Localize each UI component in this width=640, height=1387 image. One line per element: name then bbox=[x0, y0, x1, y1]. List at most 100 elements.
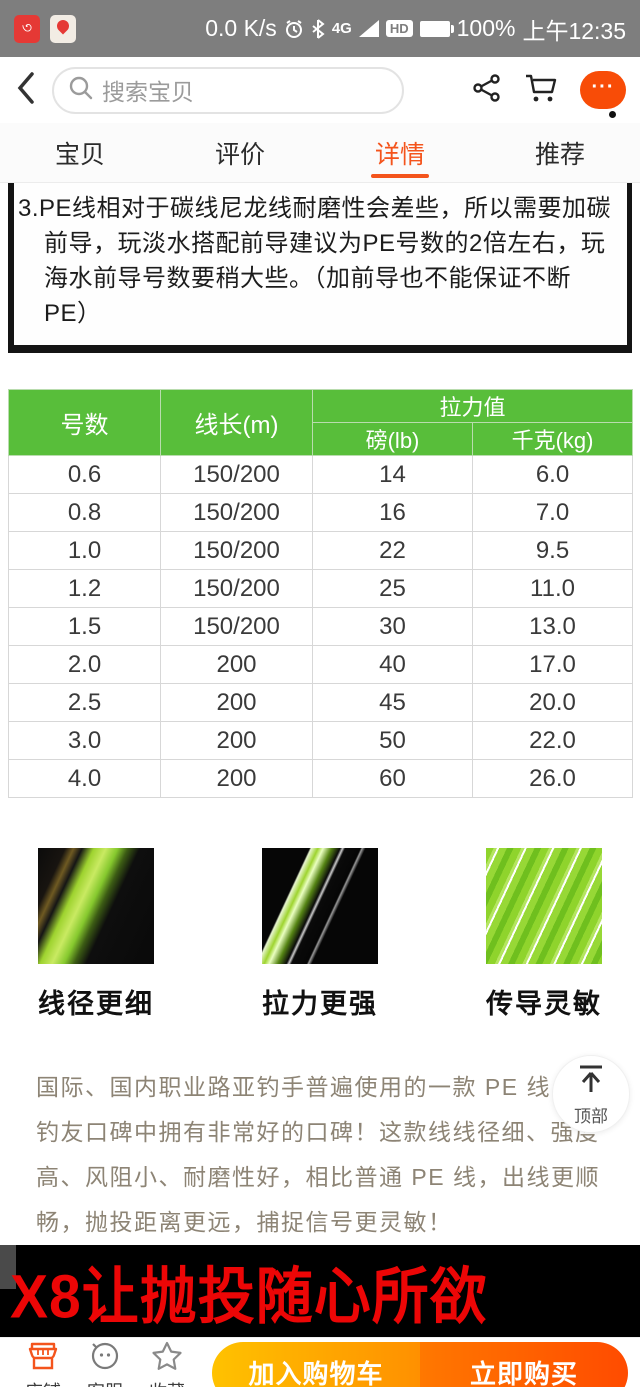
tab-recommend[interactable]: 推荐 bbox=[534, 140, 585, 169]
cell-lb: 45 bbox=[312, 683, 473, 722]
search-icon bbox=[68, 75, 94, 106]
avatar-more-icon[interactable]: ··· bbox=[580, 71, 626, 118]
notification-icons bbox=[14, 14, 76, 43]
battery-icon bbox=[419, 20, 454, 37]
cell-size: 4.0 bbox=[8, 759, 161, 798]
col-header-pull-group: 拉力值 bbox=[311, 389, 634, 423]
cell-size: 3.0 bbox=[8, 721, 161, 760]
cell-kg: 6.0 bbox=[471, 455, 634, 494]
add-to-cart-button[interactable]: 加入购物车 bbox=[212, 1341, 420, 1387]
signal-icon bbox=[358, 20, 379, 37]
cell-size: 1.2 bbox=[8, 569, 161, 608]
nav-bar: 搜索宝贝 ··· bbox=[0, 57, 640, 123]
search-placeholder: 搜索宝贝 bbox=[102, 79, 194, 105]
share-icon[interactable] bbox=[472, 73, 502, 108]
cell-lb: 25 bbox=[312, 569, 473, 608]
feature-caption: 拉力更强 bbox=[262, 989, 378, 1019]
star-icon bbox=[151, 1341, 183, 1376]
col-header-size: 号数 bbox=[8, 389, 161, 456]
bluetooth-icon bbox=[311, 18, 325, 40]
spec-table: 号数 线长(m) 拉力值 磅(lb) 千克(kg) 0.6 150/200 14 6.… bbox=[8, 389, 634, 798]
cell-kg: 7.0 bbox=[471, 493, 634, 532]
back-to-top-label: 顶部 bbox=[574, 1106, 608, 1126]
cell-length: 200 bbox=[160, 759, 313, 798]
table-row: 1.5 150/200 30 13.0 bbox=[8, 607, 634, 646]
cell-length: 200 bbox=[160, 645, 313, 684]
cell-length: 200 bbox=[160, 721, 313, 760]
favorite-button[interactable]: 收藏 bbox=[136, 1341, 198, 1387]
feature-caption: 线径更细 bbox=[38, 989, 154, 1019]
table-row: 0.6 150/200 14 6.0 bbox=[8, 455, 634, 494]
back-to-top-button[interactable]: 顶部 bbox=[552, 1055, 630, 1133]
back-icon[interactable] bbox=[14, 70, 38, 111]
tab-reviews[interactable]: 评价 bbox=[214, 140, 265, 169]
customer-service-button[interactable]: 客服 bbox=[74, 1341, 136, 1387]
service-label: 客服 bbox=[87, 1378, 123, 1387]
favorite-label: 收藏 bbox=[149, 1378, 185, 1387]
table-row: 2.5 200 45 20.0 bbox=[8, 683, 634, 722]
cell-kg: 17.0 bbox=[471, 645, 634, 684]
table-row: 2.0 200 40 17.0 bbox=[8, 645, 634, 684]
cart-icon[interactable] bbox=[524, 72, 558, 109]
feature-image-sensitive bbox=[486, 848, 602, 964]
cell-lb: 30 bbox=[312, 607, 473, 646]
col-header-length: 线长(m) bbox=[160, 389, 313, 456]
promo-banner: X8让抛投随心所欲 bbox=[0, 1245, 640, 1337]
feature-image-thin-line bbox=[38, 848, 154, 964]
tab-item[interactable]: 宝贝 bbox=[54, 140, 105, 169]
product-description: 国际、国内职业路亚钓手普遍使用的一款 PE 线，在钓友口碑中拥有非常好的口碑！这… bbox=[36, 1074, 600, 1235]
search-input[interactable]: 搜索宝贝 bbox=[52, 66, 404, 114]
cell-length: 150/200 bbox=[160, 569, 313, 608]
shop-button[interactable]: 店铺 bbox=[12, 1341, 74, 1387]
detail-content: 3.PE线相对于碳线尼龙线耐磨性会差些，所以需要加碳前导，玩淡水搭配前导建议为P… bbox=[0, 183, 640, 1337]
banner-corner-artifact bbox=[0, 1245, 16, 1289]
cell-kg: 20.0 bbox=[471, 683, 634, 722]
cell-kg: 26.0 bbox=[471, 759, 634, 798]
cell-kg: 13.0 bbox=[471, 607, 634, 646]
col-header-lb: 磅(lb) bbox=[312, 422, 473, 456]
table-row: 1.0 150/200 22 9.5 bbox=[8, 531, 634, 570]
nav-actions: ··· bbox=[472, 71, 626, 118]
alarm-icon bbox=[284, 19, 304, 39]
cell-size: 1.5 bbox=[8, 607, 161, 646]
status-bar: 0.0 K/s 4G HD 100% 上午12:35 bbox=[0, 0, 640, 57]
feature-image-strong-pull bbox=[262, 848, 378, 964]
feature-sensitive: 传导灵敏 bbox=[486, 848, 602, 1021]
cell-lb: 16 bbox=[312, 493, 473, 532]
shop-icon bbox=[27, 1341, 59, 1376]
cell-kg: 9.5 bbox=[471, 531, 634, 570]
note-text: 3.PE线相对于碳线尼龙线耐磨性会差些，所以需要加碳前导，玩淡水搭配前导建议为P… bbox=[18, 195, 612, 327]
cell-length: 150/200 bbox=[160, 607, 313, 646]
feature-list: 线径更细 拉力更强 传导灵敏 bbox=[0, 848, 640, 1021]
map-app-notification-icon bbox=[50, 14, 76, 43]
table-row: 0.8 150/200 16 7.0 bbox=[8, 493, 634, 532]
battery-percent: 100% bbox=[456, 15, 516, 41]
banner-text: X8让抛投随心所欲 bbox=[10, 1262, 488, 1332]
4g-icon: 4G bbox=[331, 20, 352, 37]
cell-length: 150/200 bbox=[160, 455, 313, 494]
table-row: 1.2 150/200 25 11.0 bbox=[8, 569, 634, 608]
feature-strong: 拉力更强 bbox=[262, 848, 378, 1021]
cell-lb: 50 bbox=[312, 721, 473, 760]
cell-kg: 22.0 bbox=[471, 721, 634, 760]
cell-kg: 11.0 bbox=[471, 569, 634, 608]
table-row: 3.0 200 50 22.0 bbox=[8, 721, 634, 760]
buy-now-button[interactable]: 立即购买 bbox=[420, 1341, 628, 1387]
cell-length: 150/200 bbox=[160, 493, 313, 532]
shop-label: 店铺 bbox=[25, 1378, 61, 1387]
tab-detail[interactable]: 详情 bbox=[320, 123, 480, 182]
feature-thin: 线径更细 bbox=[38, 848, 154, 1021]
cell-lb: 22 bbox=[312, 531, 473, 570]
purchase-buttons: 加入购物车 立即购买 bbox=[212, 1341, 628, 1387]
clock-time: 上午12:35 bbox=[522, 17, 626, 44]
cell-size: 2.5 bbox=[8, 683, 161, 722]
feature-caption: 传导灵敏 bbox=[486, 989, 602, 1019]
note-box: 3.PE线相对于碳线尼龙线耐磨性会差些，所以需要加碳前导，玩淡水搭配前导建议为P… bbox=[8, 183, 632, 353]
cell-size: 2.0 bbox=[8, 645, 161, 684]
arrow-to-top-icon bbox=[574, 1062, 608, 1101]
music-app-notification-icon bbox=[14, 14, 40, 43]
table-row: 4.0 200 60 26.0 bbox=[8, 759, 634, 798]
status-indicators: 0.0 K/s 4G HD 100% 上午12:35 bbox=[205, 12, 626, 46]
net-speed: 0.0 K/s bbox=[205, 15, 277, 41]
tab-bar: 宝贝 评价 详情 推荐 bbox=[0, 123, 640, 183]
